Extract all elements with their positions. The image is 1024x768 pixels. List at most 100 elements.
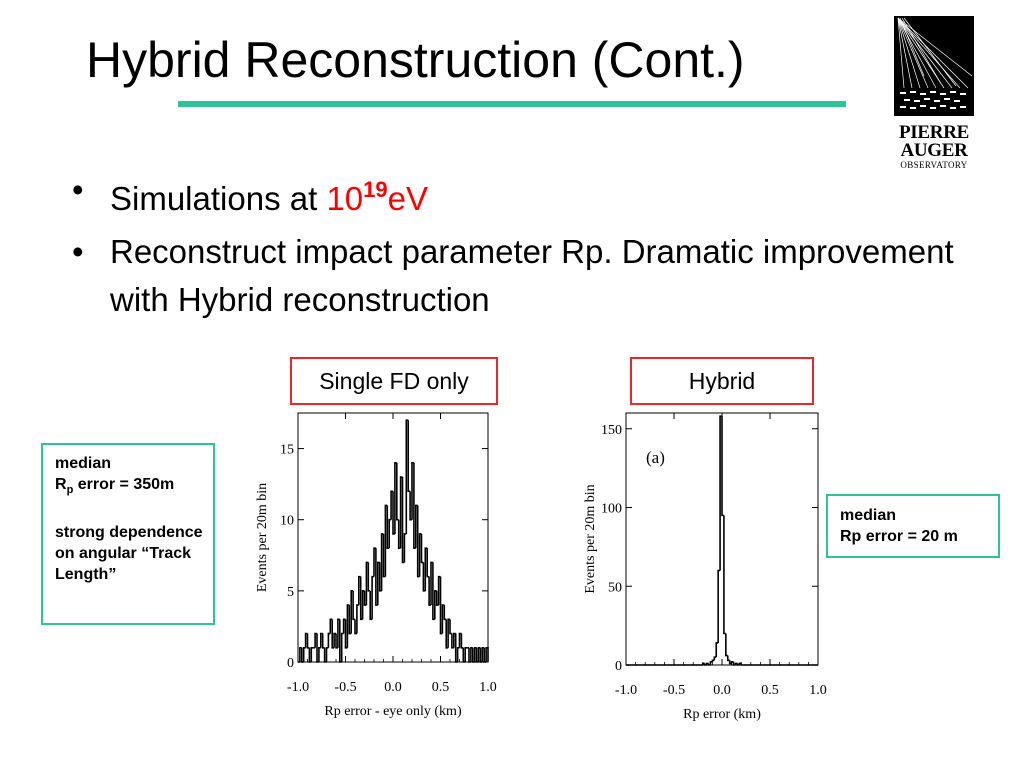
logo-line-pierre: PIERRE bbox=[899, 122, 969, 143]
histogram-bin bbox=[373, 547, 376, 577]
x-axis-label: Rp error - eye only (km) bbox=[324, 704, 462, 719]
histogram-bin bbox=[388, 518, 392, 549]
bullet-text: Reconstruct impact parameter Rp. Dramati… bbox=[110, 233, 954, 318]
histogram-bin bbox=[329, 618, 333, 634]
histogram-bin bbox=[318, 646, 321, 662]
histogram-bin bbox=[470, 646, 473, 662]
y-tick-label: 5 bbox=[287, 585, 294, 600]
histogram-bin bbox=[337, 618, 340, 648]
hybrid-histogram: 0 50 100 150 -1.0 -0.5 0.0 0.5 1.0 Rp error (km) E… bbox=[583, 412, 827, 722]
energy-exponent: 19 bbox=[363, 177, 388, 202]
slide-title: Hybrid Reconstruction (Cont.) bbox=[86, 32, 745, 88]
histogram-bin bbox=[435, 590, 439, 606]
logo-line-auger: AUGER bbox=[900, 140, 968, 161]
bullet-dot: • bbox=[72, 233, 84, 270]
x-tick-label: -1.0 bbox=[287, 680, 309, 695]
histogram-bin bbox=[401, 477, 405, 564]
y-tick-label: 0 bbox=[287, 656, 294, 671]
histogram-bin bbox=[299, 646, 302, 662]
histogram-bin bbox=[424, 547, 428, 591]
histogram-bin bbox=[428, 576, 431, 606]
histogram-bin bbox=[434, 590, 437, 620]
histogram-bin bbox=[481, 646, 485, 662]
y-tick-label: 100 bbox=[601, 502, 622, 517]
rp-letter: R bbox=[55, 476, 67, 493]
histogram-bin bbox=[420, 533, 424, 564]
histogram-bin bbox=[715, 642, 719, 658]
histogram-bin bbox=[439, 576, 443, 635]
histogram-bin bbox=[721, 416, 724, 517]
histogram-bin bbox=[354, 619, 357, 635]
histogram-bin bbox=[449, 619, 452, 635]
histogram-bin bbox=[340, 632, 344, 662]
histogram-bin bbox=[447, 618, 450, 648]
histogram-bin bbox=[321, 633, 325, 649]
histogram-bin bbox=[325, 646, 329, 662]
x-tick-label: -0.5 bbox=[663, 683, 685, 698]
hybrid-label: Hybrid bbox=[630, 357, 814, 405]
bullet-item-reconstruct: • Reconstruct impact parameter Rp. Drama… bbox=[72, 228, 972, 324]
histogram-bin bbox=[342, 618, 346, 634]
histogram-bin bbox=[392, 491, 395, 535]
histogram-bin bbox=[363, 590, 367, 606]
histogram-bin bbox=[411, 462, 414, 520]
energy-unit: eV bbox=[387, 180, 429, 217]
histogram-bin bbox=[394, 462, 397, 534]
rp-subscript: p bbox=[66, 484, 74, 497]
histogram-bin bbox=[485, 646, 489, 662]
note-rp-error: Rp error = 20 m bbox=[840, 528, 958, 545]
histogram-bin bbox=[367, 562, 371, 592]
energy-base: 10 bbox=[326, 180, 364, 217]
histogram-bin bbox=[711, 659, 715, 662]
histogram-bin bbox=[723, 515, 726, 635]
histogram-bin bbox=[352, 590, 355, 621]
rp-error-value: error = 350m bbox=[73, 476, 175, 493]
x-tick-label: 0.5 bbox=[761, 683, 779, 698]
x-tick-label: 0.0 bbox=[713, 683, 731, 698]
logo-line-observatory: OBSERVATORY bbox=[900, 160, 968, 170]
panel-annotation: (a) bbox=[646, 448, 665, 467]
histogram-bin bbox=[375, 548, 378, 606]
bullet-text: Simulations at bbox=[110, 180, 327, 217]
histogram-bin bbox=[407, 420, 411, 493]
histogram-bin bbox=[390, 490, 393, 520]
logo-wordmark: PIERRE AUGER OBSERVATORY bbox=[894, 122, 974, 171]
x-tick-label: -1.0 bbox=[615, 683, 637, 698]
x-axis-label: Rp error (km) bbox=[683, 707, 761, 722]
x-tick-label: 0.5 bbox=[432, 680, 450, 695]
histogram-bin bbox=[356, 604, 359, 634]
x-tick-label: 0.0 bbox=[384, 680, 402, 695]
note-rp-error: Rp error = 350m bbox=[55, 474, 213, 501]
histogram-bin bbox=[416, 505, 420, 578]
y-tick-label: 15 bbox=[280, 443, 294, 458]
title-underline bbox=[178, 101, 846, 107]
note-median-heading: median bbox=[55, 455, 112, 472]
bullet-dot: • bbox=[72, 171, 84, 208]
y-tick-label: 50 bbox=[608, 580, 622, 595]
y-tick-label: 0 bbox=[615, 659, 622, 674]
plot-frame bbox=[297, 412, 489, 663]
histogram-bin bbox=[740, 663, 744, 666]
histogram-bin bbox=[403, 533, 407, 563]
histogram-bin bbox=[396, 462, 399, 521]
histogram-bin bbox=[473, 646, 477, 662]
histogram-bin bbox=[460, 633, 464, 649]
y-axis-label: Events per 20m bin bbox=[255, 483, 270, 592]
bullet-item-simulations: • Simulations at 1019eV bbox=[72, 166, 972, 223]
x-tick-label: 1.0 bbox=[479, 680, 497, 695]
histogram-bin bbox=[426, 548, 430, 578]
y-axis-label: Events per 20m bin bbox=[583, 484, 598, 593]
right-median-note: median Rp error = 20 m bbox=[826, 494, 1000, 558]
histogram-bin bbox=[464, 646, 468, 662]
histogram-bin bbox=[348, 605, 352, 635]
histogram-bin bbox=[327, 632, 331, 648]
bullet-list: • Simulations at 1019eV • Reconstruct im… bbox=[72, 166, 972, 329]
histogram-bin bbox=[713, 656, 717, 661]
y-tick-label: 150 bbox=[601, 423, 622, 438]
y-tick-label: 10 bbox=[280, 514, 294, 529]
histogram-bin bbox=[725, 633, 728, 657]
histogram-bin bbox=[443, 605, 447, 621]
histogram-bin bbox=[371, 575, 374, 620]
histogram-bin bbox=[726, 655, 730, 662]
left-median-note: median Rp error = 350m strong dependence… bbox=[41, 443, 215, 625]
